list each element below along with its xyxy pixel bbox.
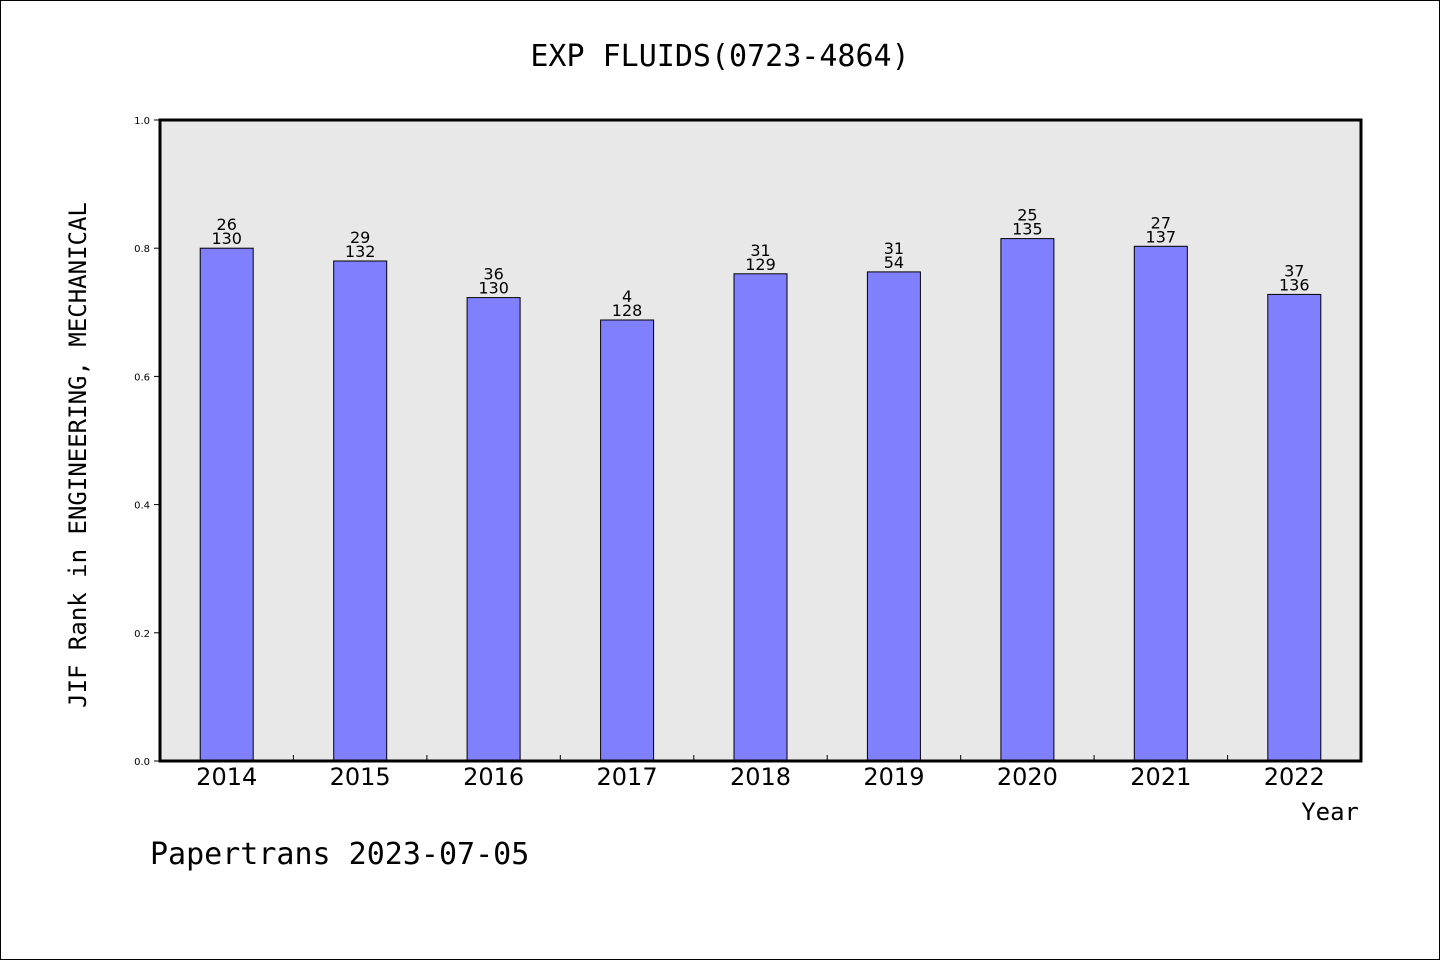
y-axis: 0.0 0.2 0.4 0.6 0.8 1.0: [134, 116, 160, 768]
rank-label-2018: 31: [750, 241, 770, 260]
x-tick-label-2014: 2014: [196, 763, 257, 791]
bar-2017: [600, 319, 655, 762]
rank-label-2017: 4: [622, 287, 632, 306]
x-tick-label-2021: 2021: [1130, 763, 1191, 791]
y-tick-label: 1.0: [134, 116, 150, 127]
y-tick-label: 0.8: [134, 244, 150, 255]
bar-2019: [866, 271, 921, 762]
bar-2015: [333, 260, 388, 762]
total-label-2021: 137: [1146, 227, 1177, 246]
x-tick-label-2015: 2015: [330, 763, 391, 791]
x-axis-label: Year: [1301, 798, 1359, 826]
total-label-2016: 130: [478, 279, 509, 298]
bar-2016: [466, 297, 521, 762]
y-axis-label: JIF Rank in ENGINEERING, MECHANICAL: [64, 202, 92, 708]
source-footer: Papertrans 2023-07-05: [150, 837, 529, 872]
bar-2021: [1133, 245, 1188, 762]
rank-label-2022: 37: [1284, 261, 1304, 280]
x-axis: 2014 2015 2016 2017 2018 2019 2020 2021 2022: [196, 755, 1325, 791]
rank-label-2014: 26: [217, 215, 237, 234]
bar-2014: [199, 247, 254, 762]
bar-2018: [733, 273, 788, 762]
total-label-2022: 136: [1279, 275, 1310, 294]
total-label-2015: 132: [345, 242, 376, 261]
x-tick-label-2016: 2016: [463, 763, 524, 791]
bars-layer: [199, 238, 1322, 762]
total-label-2017: 128: [612, 301, 643, 320]
rank-label-2021: 27: [1151, 213, 1171, 232]
chart-title: EXP FLUIDS(0723-4864): [530, 39, 909, 74]
total-label-2019: 54: [884, 253, 904, 272]
total-label-2014: 130: [211, 229, 242, 248]
bar-2022: [1267, 293, 1322, 762]
x-tick-label-2017: 2017: [597, 763, 658, 791]
x-tick-label-2022: 2022: [1264, 763, 1325, 791]
y-tick-label: 0.0: [134, 757, 150, 768]
y-tick-label: 0.6: [134, 372, 150, 383]
total-label-2018: 129: [745, 255, 776, 274]
x-tick-label-2019: 2019: [863, 763, 924, 791]
y-tick-label: 0.2: [134, 629, 150, 640]
rank-label-2020: 25: [1017, 206, 1037, 225]
total-label-2020: 135: [1012, 220, 1043, 239]
x-tick-label-2020: 2020: [997, 763, 1058, 791]
x-tick-label-2018: 2018: [730, 763, 791, 791]
plot-border: [158, 118, 1363, 763]
rank-label-2015: 29: [350, 228, 370, 247]
rank-label-2016: 36: [483, 265, 503, 284]
y-tick-label: 0.4: [134, 501, 150, 512]
bar-2020: [1000, 238, 1055, 762]
rank-label-2019: 31: [884, 239, 904, 258]
